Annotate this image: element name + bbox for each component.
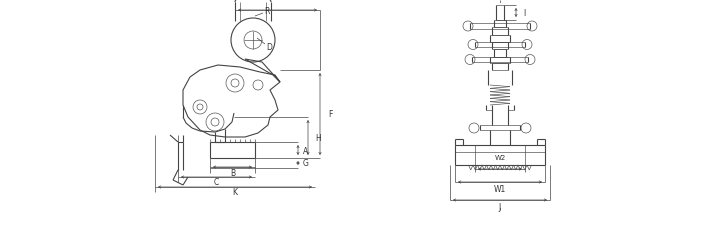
Text: B: B	[230, 169, 235, 178]
Text: J: J	[499, 202, 501, 211]
Text: W1: W1	[494, 185, 506, 194]
Text: F: F	[328, 110, 332, 119]
Text: W2: W2	[494, 154, 506, 160]
Text: K: K	[232, 188, 238, 197]
Text: I: I	[523, 9, 525, 18]
Text: A: A	[303, 146, 309, 155]
Text: H: H	[315, 133, 321, 142]
Text: D: D	[266, 42, 272, 51]
Text: C: C	[214, 178, 219, 187]
Text: G: G	[303, 159, 309, 168]
Text: R: R	[264, 7, 270, 16]
